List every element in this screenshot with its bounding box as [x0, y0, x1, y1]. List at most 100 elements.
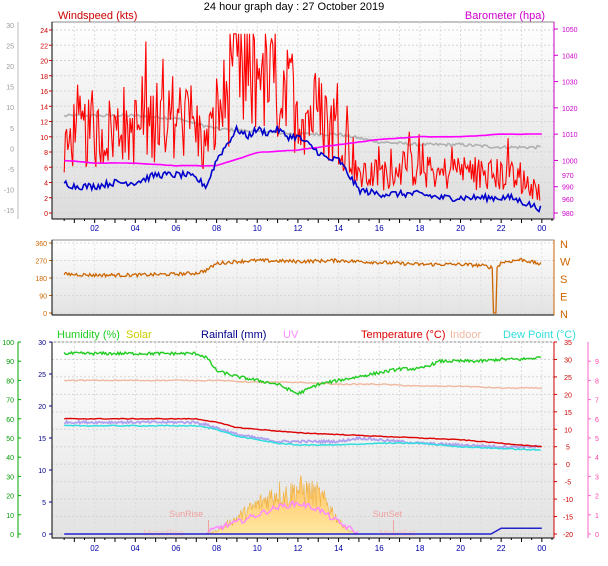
weather-series: SunRise SunSet MoonRise MoonSet: [63, 350, 543, 538]
humidity-tick-label: 20: [6, 494, 14, 501]
feels-like-line: [64, 419, 542, 450]
baro-tick-label: 1030: [562, 80, 578, 87]
outer-y-tick-label: 0: [10, 146, 14, 153]
weather-x-tick-label: 22: [497, 544, 506, 553]
wind-x-tick-label: 00: [537, 224, 546, 233]
outer-y-tick-label: 25: [6, 44, 14, 51]
uv-line: [205, 500, 359, 536]
legend-entry: Solar: [126, 329, 152, 341]
legend-entry: UV: [283, 329, 299, 341]
wind-axis-label: Windspeed (kts): [58, 10, 137, 22]
wind-y-tick-label: 20: [40, 59, 48, 66]
uv-tick-label: 1: [595, 513, 599, 520]
temperature-tick-label: -5: [565, 480, 571, 487]
baro-axis-label: Barometer (hpa): [465, 10, 545, 22]
wind-y-tick-label: 10: [40, 135, 48, 142]
weather-axes: 02 04 06 08 10 12 14 16 18 20 22 000102030405060708…: [2, 340, 599, 553]
uv-tick-label: 2: [595, 494, 599, 501]
baro-tick-label: 1050: [562, 27, 578, 34]
outer-y-tick-label: -10: [4, 187, 14, 194]
temperature-tick-label: 20: [564, 392, 572, 399]
temperature-tick-label: 35: [564, 340, 572, 347]
weather-x-tick-label: 16: [375, 544, 384, 553]
temperature-tick-label: 0: [566, 462, 570, 469]
direction-tick-label: 90: [39, 294, 47, 301]
weather-legend: Humidity (%) Solar Rainfall (mm) UV Temperat…: [57, 329, 576, 341]
weather-x-tick-label: 02: [90, 544, 99, 553]
temperature-tick-label: -15: [563, 515, 573, 522]
baro-tick-label: 990: [562, 185, 574, 192]
rain-tick-label: 20: [38, 404, 46, 411]
humidity-tick-label: 0: [10, 532, 14, 539]
rain-tick-label: 5: [42, 500, 46, 507]
temperature-tick-label: 30: [564, 357, 572, 364]
legend-entry: Rainfall (mm): [201, 329, 266, 341]
wind-x-tick-label: 22: [497, 224, 506, 233]
temperature-tick-label: 5: [566, 445, 570, 452]
compass-label: N: [560, 309, 568, 321]
wind-y-tick-label: 8: [44, 150, 48, 157]
wind-x-tick-label: 18: [415, 224, 424, 233]
uv-tick-label: 3: [595, 474, 599, 481]
legend-entry: Dew Point (°C): [503, 329, 576, 341]
wind-y-tick-label: 18: [40, 74, 48, 81]
temperature-tick-label: -10: [563, 497, 573, 504]
humidity-tick-label: 90: [6, 359, 14, 366]
humidity-line: [63, 350, 542, 396]
weather-x-tick-label: 00: [537, 544, 546, 553]
humidity-tick-label: 30: [6, 474, 14, 481]
temperature-tick-label: -20: [563, 532, 573, 539]
weather-x-tick-label: 14: [334, 544, 343, 553]
temperature-tick-label: 15: [564, 410, 572, 417]
wind-y-tick-label: 4: [44, 181, 48, 188]
compass-label: N: [560, 239, 568, 251]
baro-extra-tick-label: 970: [562, 173, 574, 180]
sunset-label: SunSet: [373, 509, 403, 519]
direction-tick-label: 180: [35, 276, 47, 283]
humidity-tick-label: 50: [6, 436, 14, 443]
wind-x-tick-label: 16: [375, 224, 384, 233]
indoor-line: [63, 379, 543, 390]
humidity-tick-label: 10: [6, 513, 14, 520]
legend-entry: Temperature (°C): [361, 329, 445, 341]
outer-y-tick-label: -5: [8, 167, 14, 174]
weather-grid: [52, 341, 554, 535]
direction-tick-label: 0: [43, 311, 47, 318]
outer-y-tick-label: 10: [6, 105, 14, 112]
rain-tick-label: 30: [38, 340, 46, 347]
temperature-tick-label: 25: [564, 375, 572, 382]
compass-label: E: [560, 292, 567, 304]
dewpoint-line: [64, 424, 541, 452]
legend-entry: Indoor: [450, 329, 482, 341]
rain-tick-label: 10: [38, 468, 46, 475]
wind-direction-line: [63, 257, 542, 314]
weather-x-tick-label: 12: [293, 544, 302, 553]
direction-tick-label: 360: [35, 241, 47, 248]
wind-y-tick-label: 16: [40, 89, 48, 96]
baro-tick-label: 1000: [562, 158, 578, 165]
humidity-tick-label: 40: [6, 455, 14, 462]
rain-tick-label: 25: [38, 372, 46, 379]
temperature-tick-label: 10: [564, 427, 572, 434]
direction-panel-background: [51, 239, 555, 316]
outer-y-tick-label: 5: [10, 126, 14, 133]
humidity-tick-label: 70: [6, 398, 14, 405]
wind-x-tick-label: 02: [90, 224, 99, 233]
baro-tick-label: 1020: [562, 106, 578, 113]
uv-tick-label: 4: [595, 455, 599, 462]
humidity-tick-label: 100: [2, 340, 14, 347]
weather-x-tick-label: 06: [172, 544, 181, 553]
wind-x-tick-label: 14: [334, 224, 343, 233]
legend-entry: Humidity (%): [57, 329, 120, 341]
compass-label: S: [560, 274, 567, 286]
wind-x-tick-label: 04: [131, 224, 140, 233]
wind-y-tick-label: 22: [40, 43, 48, 50]
weather-x-tick-label: 10: [253, 544, 262, 553]
rainfall-line: [64, 527, 542, 535]
sunrise-label: SunRise: [169, 509, 203, 519]
wind-y-tick-label: 12: [40, 120, 48, 127]
wind-x-tick-label: 08: [212, 224, 221, 233]
uv-tick-label: 5: [595, 436, 599, 443]
uv-tick-label: 9: [595, 359, 599, 366]
